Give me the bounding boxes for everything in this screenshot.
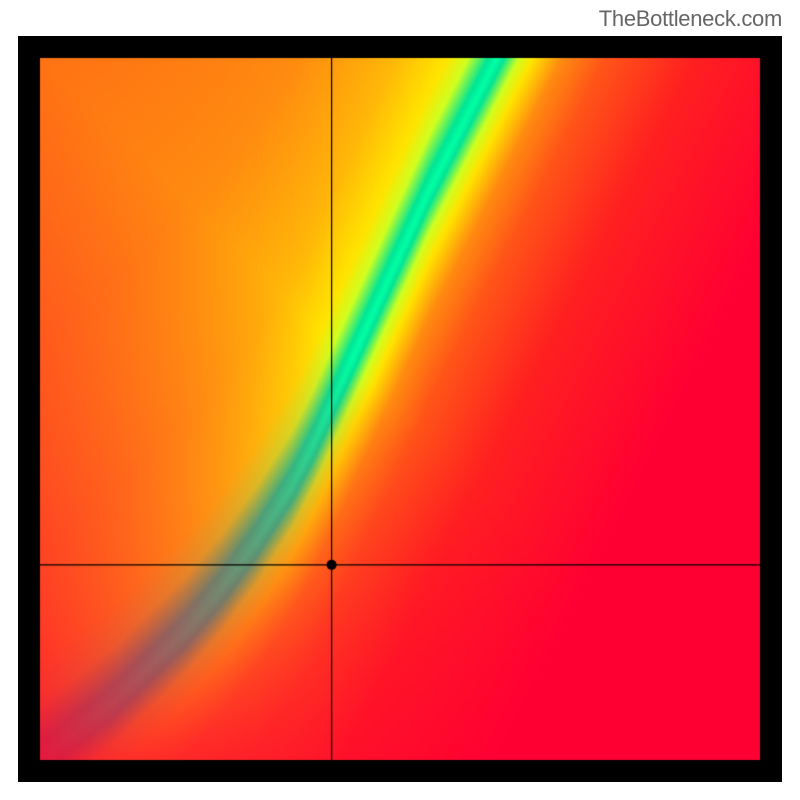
heatmap-canvas	[18, 36, 782, 782]
watermark-text: TheBottleneck.com	[599, 6, 782, 32]
bottleneck-heatmap	[18, 36, 782, 782]
